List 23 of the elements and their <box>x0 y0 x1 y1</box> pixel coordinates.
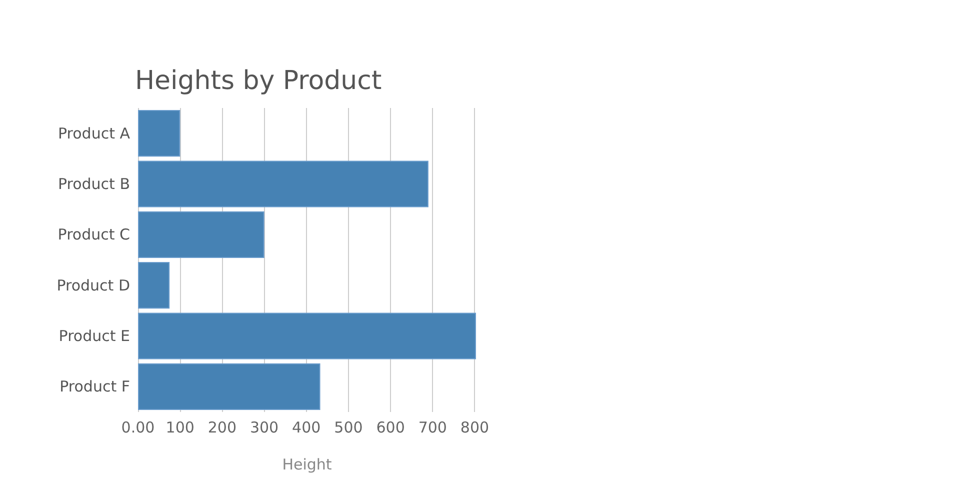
x-tick-label: 300 <box>250 418 279 436</box>
bar <box>138 160 428 208</box>
x-tick-label: 0.00 <box>121 418 155 436</box>
x-tick-label: 700 <box>418 418 447 436</box>
bar <box>138 312 476 360</box>
x-tick-label: 600 <box>376 418 405 436</box>
bar <box>138 110 180 157</box>
x-tick-label: 400 <box>292 418 321 436</box>
y-tick-label: Product C <box>58 226 130 244</box>
y-tick-label: Product E <box>58 327 130 345</box>
x-axis-title: Height <box>282 456 332 474</box>
y-tick-label: Product A <box>58 124 131 142</box>
x-tick-label: 100 <box>166 418 194 436</box>
bar <box>138 262 170 309</box>
x-tick-label: 800 <box>460 418 490 436</box>
y-tick-label: Product B <box>58 175 130 193</box>
bar <box>138 211 264 258</box>
chart-title: Heights by Product <box>135 66 382 96</box>
y-tick-label: Product F <box>60 378 130 396</box>
bar <box>138 363 320 410</box>
y-tick-label: Product D <box>56 276 130 294</box>
x-tick-label: 500 <box>334 418 363 436</box>
x-tick-label: 200 <box>208 418 237 436</box>
